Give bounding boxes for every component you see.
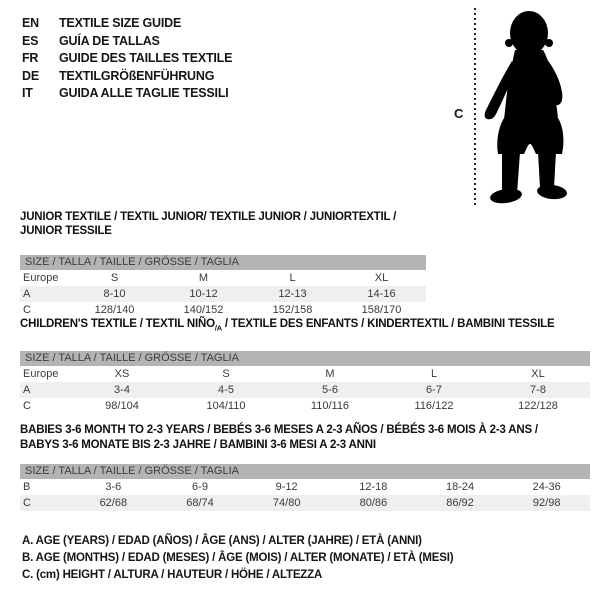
size-cell: L (430, 368, 438, 381)
childrens-textile-table: CHILDREN'S TEXTILE / TEXTIL NIÑO/A / TEX… (20, 317, 590, 414)
row-label: B (23, 481, 31, 493)
size-cell: 74/80 (272, 497, 301, 509)
size-cell: 92/98 (532, 497, 561, 509)
size-cell: 80/86 (359, 497, 388, 509)
language-row: EN TEXTILE SIZE GUIDE (22, 15, 232, 33)
size-cell: 9-12 (275, 481, 298, 493)
language-title: GUÍA DE TALLAS (59, 33, 160, 48)
language-code: IT (22, 86, 33, 100)
size-cell: 24-36 (532, 481, 561, 493)
size-cell: L (289, 272, 296, 284)
table-row: C 98/104 104/110 110/116 116/122 122/128 (20, 398, 590, 414)
size-cell: 98/104 (105, 400, 139, 413)
table-row: Europe XS S M L XL (20, 366, 590, 382)
size-cell: 18-24 (445, 481, 475, 493)
language-title: TEXTILE SIZE GUIDE (59, 16, 182, 30)
language-row: IT GUIDA ALLE TAGLIE TESSILI (22, 85, 232, 103)
table-row: C 128/140 140/152 152/158 158/170 (20, 302, 426, 318)
row-label: C (23, 400, 31, 413)
size-cell: 7-8 (530, 384, 546, 397)
row-label: Europe (23, 272, 59, 284)
table-title: JUNIOR TEXTILE / TEXTIL JUNIOR/ TEXTILE … (20, 211, 397, 237)
size-cell: XL (374, 272, 389, 284)
table-title: CHILDREN'S TEXTILE / TEXTIL NIÑO/A / TEX… (20, 318, 555, 333)
size-cell: 116/122 (414, 400, 454, 413)
table-rows: B 3-6 6-9 9-12 12-18 18-24 24-36 C 62/68 68/74 74/… (20, 479, 590, 511)
language-code: DE (22, 68, 39, 83)
size-cell: 104/110 (206, 400, 246, 413)
table-rows: Europe XS S M L XL A 3-4 4-5 5-6 6-7 7-8 C 98/104 104/… (20, 366, 590, 414)
size-cell: 3-4 (114, 384, 130, 397)
size-cell: 6-7 (426, 384, 442, 397)
size-cell: 8-10 (103, 288, 126, 300)
size-cell: 3-6 (105, 481, 122, 493)
size-cell: 128/140 (94, 304, 135, 316)
size-cell: 68/74 (186, 497, 214, 509)
size-cell: 110/116 (310, 400, 350, 413)
table-row: Europe S M L XL (20, 270, 426, 286)
language-row: ES GUÍA DE TALLAS (22, 33, 232, 51)
table-row: C 62/68 68/74 74/80 80/86 86/92 92/98 (20, 495, 590, 511)
language-row: DE TEXTILGRÖßENFÜHRUNG (22, 68, 232, 86)
table-size-header: SIZE / TALLA / TAILLE / GRÖSSE / TAGLIA (20, 255, 426, 270)
language-title: TEXTILGRÖßENFÜHRUNG (59, 68, 215, 83)
row-label: C (23, 497, 31, 509)
size-cell: 140/152 (183, 304, 224, 316)
row-label: A (23, 288, 31, 300)
table-size-header: SIZE / TALLA / TAILLE / GRÖSSE / TAGLIA (20, 351, 590, 367)
language-code: ES (22, 33, 39, 48)
language-code: FR (22, 51, 39, 65)
size-cell: 158/170 (361, 304, 402, 316)
height-measure-line (474, 8, 476, 207)
size-cell: S (222, 368, 230, 381)
language-title: GUIDE DES TAILLES TEXTILE (59, 51, 233, 65)
size-cell: 12-18 (359, 481, 388, 493)
table-row: B 3-6 6-9 9-12 12-18 18-24 24-36 (20, 479, 590, 495)
table-row: A 8-10 10-12 12-13 14-16 (20, 286, 426, 302)
row-label: Europe (23, 368, 59, 381)
size-cell: XL (531, 368, 545, 381)
row-label: C (23, 304, 31, 316)
row-label: A (23, 384, 31, 397)
table-rows: Europe S M L XL A 8-10 10-12 12-13 14-16 C 128/140 1… (20, 270, 426, 318)
note-age-years: A. AGE (YEARS) / EDAD (AÑOS) / ÂGE (ANS)… (22, 535, 422, 547)
language-title-list: EN TEXTILE SIZE GUIDE ES GUÍA DE TALLAS … (22, 15, 232, 103)
language-code: EN (22, 16, 39, 30)
size-cell: S (110, 272, 119, 284)
language-row: FR GUIDE DES TAILLES TEXTILE (22, 50, 232, 68)
table-size-header: SIZE / TALLA / TAILLE / GRÖSSE / TAGLIA (20, 464, 590, 479)
table-row: A 3-4 4-5 5-6 6-7 7-8 (20, 382, 590, 399)
babies-textile-table: BABIES 3-6 MONTH TO 2-3 YEARS / BEBÉS 3-… (20, 423, 590, 511)
size-cell: 6-9 (192, 481, 208, 493)
junior-textile-table: JUNIOR TEXTILE / TEXTIL JUNIOR/ TEXTILE … (20, 210, 426, 318)
height-label: C (454, 106, 464, 121)
note-height-cm: C. (cm) HEIGHT / ALTURA / HAUTEUR / HÖHE… (22, 569, 323, 581)
size-cell: 152/158 (272, 304, 313, 316)
note-age-months: B. AGE (MONTHS) / EDAD (MESES) / ÂGE (MO… (22, 552, 454, 564)
size-cell: M (198, 272, 209, 284)
size-cell: 14-16 (367, 288, 396, 300)
table-title: BABIES 3-6 MONTH TO 2-3 YEARS / BEBÉS 3-… (20, 424, 538, 451)
size-cell: 62/68 (99, 497, 128, 509)
legend-notes: A. AGE (YEARS) / EDAD (AÑOS) / ÂGE (ANS)… (22, 533, 454, 584)
baby-silhouette (484, 11, 567, 204)
size-cell: 4-5 (218, 384, 234, 397)
size-cell: 12-13 (278, 288, 307, 300)
size-cell: 10-12 (189, 288, 218, 300)
size-cell: 122/128 (518, 400, 558, 413)
size-cell: M (325, 368, 335, 381)
size-cell: 5-6 (322, 384, 338, 397)
size-cell: XS (114, 368, 130, 381)
language-title: GUIDA ALLE TAGLIE TESSILI (59, 86, 229, 100)
size-cell: 86/92 (446, 497, 474, 509)
